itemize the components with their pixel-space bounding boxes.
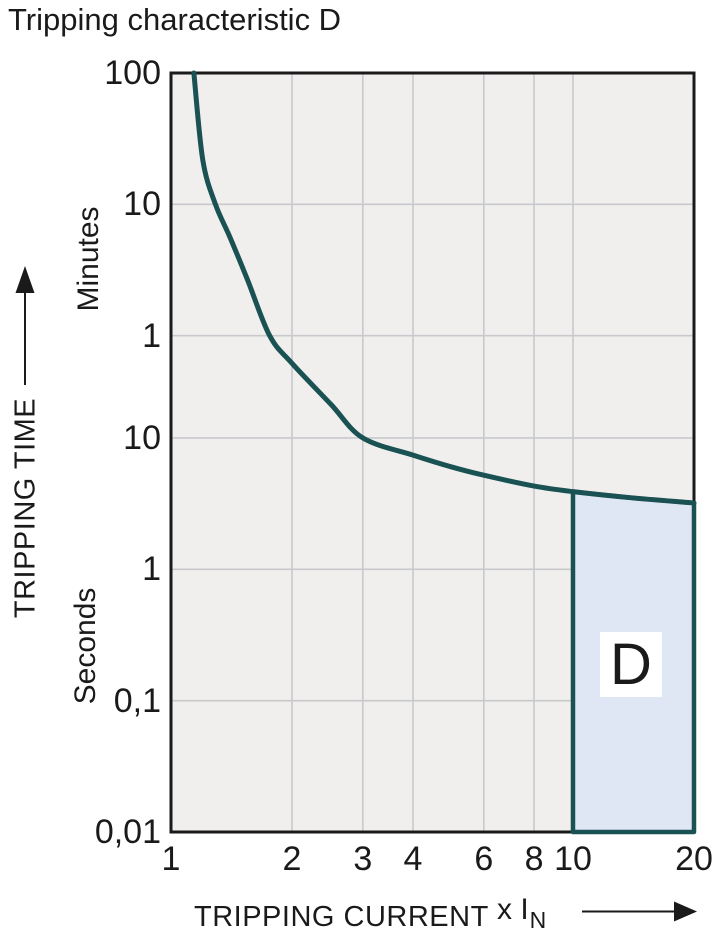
x-tick-label: 8 bbox=[524, 840, 544, 878]
x-tick-label: 10 bbox=[554, 840, 592, 878]
x-tick-label: 2 bbox=[282, 840, 302, 878]
region-label: D bbox=[600, 632, 662, 697]
y-tick-label: 0,01 bbox=[94, 813, 161, 851]
y-tick-label: 1 bbox=[142, 316, 161, 355]
plot-border bbox=[169, 71, 696, 834]
y-tick-label: 10 bbox=[123, 185, 161, 224]
x-axis-multiplier: x IN bbox=[497, 893, 546, 933]
x-axis-multiplier-main: x I bbox=[497, 893, 529, 926]
y-axis-arrow-icon bbox=[15, 266, 35, 385]
x-tick-label: 4 bbox=[403, 840, 423, 878]
y-axis-unit-minutes: Minutes bbox=[72, 206, 105, 312]
y-tick-label: 100 bbox=[104, 54, 161, 92]
y-tick-label: 10 bbox=[123, 418, 161, 457]
tripping-curve bbox=[191, 70, 697, 506]
x-tick-label: 20 bbox=[675, 840, 713, 878]
x-axis-multiplier-subscript: N bbox=[529, 907, 547, 933]
y-tick-label: 0,1 bbox=[113, 681, 161, 720]
y-tick-label: 1 bbox=[142, 550, 161, 589]
x-tick-label: 1 bbox=[161, 840, 181, 878]
x-axis-title: TRIPPING CURRENT bbox=[194, 901, 489, 933]
x-tick-label: 3 bbox=[353, 840, 373, 878]
chart-title: Tripping characteristic D bbox=[8, 2, 342, 37]
x-tick-label: 6 bbox=[474, 840, 494, 878]
x-axis-arrow-icon bbox=[582, 901, 697, 922]
